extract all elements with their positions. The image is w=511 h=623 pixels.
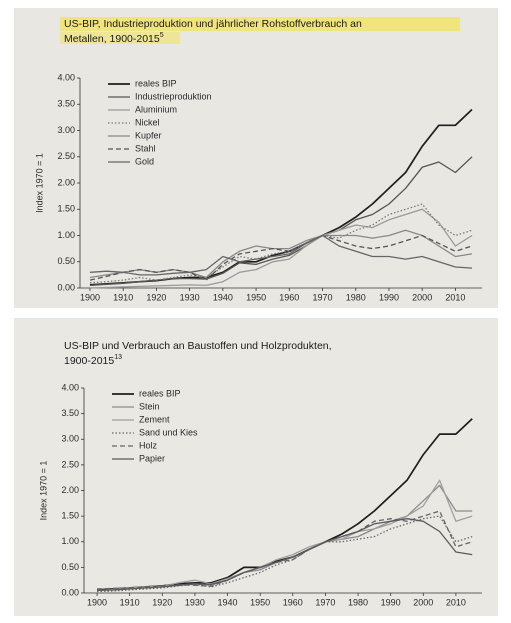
- x-tick-label: 2010: [445, 292, 465, 302]
- y-tick-label: 3.00: [61, 434, 79, 444]
- x-tick-label: 1950: [246, 292, 266, 302]
- legend-label: reales BIP: [135, 78, 177, 88]
- x-tick-label: 1970: [313, 292, 333, 302]
- x-tick-label: 2010: [446, 597, 466, 607]
- y-tick-label: 3.50: [57, 99, 75, 109]
- y-tick-label: 2.50: [57, 151, 75, 161]
- x-tick-label: 1960: [279, 292, 299, 302]
- legend-label: Papier: [139, 453, 165, 463]
- series-line: [96, 479, 473, 592]
- y-tick-label: 0.00: [57, 282, 75, 292]
- series-line: [96, 515, 473, 593]
- y-tick-label: 4.00: [57, 72, 75, 82]
- y-tick-label: 3.50: [61, 408, 79, 418]
- x-tick-label: 1900: [87, 597, 107, 607]
- x-tick-label: 1900: [80, 292, 100, 302]
- x-tick-label: 1920: [152, 597, 172, 607]
- series-line: [89, 234, 473, 281]
- y-tick-label: 3.00: [57, 125, 75, 135]
- y-tick-label: 0.50: [61, 562, 79, 572]
- legend-label: Holz: [139, 440, 158, 450]
- x-tick-label: 1930: [185, 597, 205, 607]
- series-line: [89, 156, 473, 287]
- series-line: [89, 208, 473, 289]
- y-tick-label: 0.00: [61, 587, 79, 597]
- series-line: [96, 518, 473, 592]
- y-tick-label: 4.00: [61, 382, 79, 392]
- title-line: US-BIP, Industrieproduktion und jährlich…: [64, 18, 362, 30]
- legend-label: Stahl: [135, 143, 156, 153]
- x-tick-label: 1910: [120, 597, 140, 607]
- y-tick-label: 2.00: [57, 177, 75, 187]
- title-line: Metallen, 1900-2015: [64, 33, 160, 45]
- x-tick-label: 1960: [283, 597, 303, 607]
- x-tick-label: 2000: [412, 292, 432, 302]
- series-line: [96, 510, 473, 590]
- x-tick-label: 1940: [213, 292, 233, 302]
- legend-label: Aluminium: [135, 104, 177, 114]
- legend-label: Nickel: [135, 117, 160, 127]
- x-tick-label: 1940: [218, 597, 238, 607]
- highlight: [60, 32, 180, 44]
- chart-title: US-BIP, Industrieproduktion und jährlich…: [64, 18, 362, 30]
- series-line: [89, 234, 473, 276]
- title-line: 1900-2015: [64, 355, 114, 367]
- footnote-mark: 13: [114, 354, 122, 361]
- legend-label: Stein: [139, 401, 160, 411]
- x-tick-label: 1910: [113, 292, 133, 302]
- footnote-mark: 5: [160, 32, 164, 39]
- y-tick-label: 0.50: [57, 256, 75, 266]
- y-tick-label: 1.50: [57, 204, 75, 214]
- y-tick-label: 1.50: [61, 511, 79, 521]
- legend-label: Gold: [135, 156, 154, 166]
- y-tick-label: 2.00: [61, 485, 79, 495]
- x-tick-label: 1920: [146, 292, 166, 302]
- x-tick-label: 1970: [315, 597, 335, 607]
- chart-title: Metallen, 1900-20155: [64, 32, 164, 45]
- x-tick-label: 2000: [413, 597, 433, 607]
- y-axis-label: Index 1970 = 1: [34, 153, 44, 213]
- panel: [14, 8, 498, 308]
- x-tick-label: 1990: [379, 292, 399, 302]
- chart-title: US-BIP und Verbrauch an Baustoffen und H…: [64, 340, 332, 352]
- panel: [14, 318, 498, 616]
- legend-label: Zement: [139, 414, 170, 424]
- y-tick-label: 2.50: [61, 459, 79, 469]
- y-tick-label: 1.00: [61, 536, 79, 546]
- series-line: [89, 203, 473, 284]
- legend-label: reales BIP: [139, 388, 181, 398]
- title-line: US-BIP und Verbrauch an Baustoffen und H…: [64, 340, 332, 352]
- legend-label: Kupfer: [135, 130, 162, 140]
- highlight: [60, 17, 460, 31]
- chart-title: 1900-201513: [64, 354, 122, 367]
- y-tick-label: 1.00: [57, 230, 75, 240]
- legend-label: Industrieproduktion: [135, 91, 212, 101]
- legend-label: Sand und Kies: [139, 427, 198, 437]
- x-tick-label: 1980: [346, 292, 366, 302]
- x-tick-label: 1980: [348, 597, 368, 607]
- x-tick-label: 1990: [381, 597, 401, 607]
- y-axis-label: Index 1970 = 1: [38, 461, 48, 521]
- x-tick-label: 1950: [250, 597, 270, 607]
- x-tick-label: 1930: [180, 292, 200, 302]
